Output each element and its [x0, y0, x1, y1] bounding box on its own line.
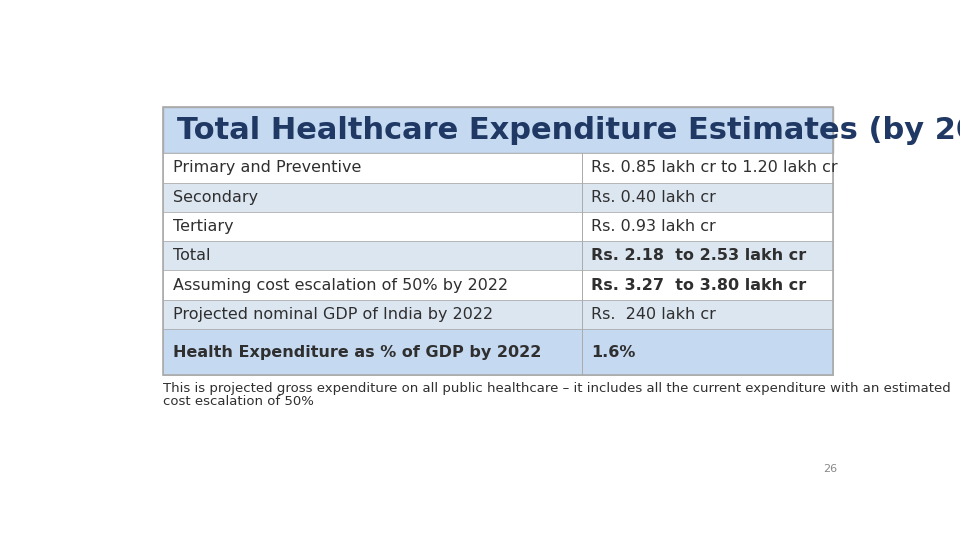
Bar	[162, 107, 833, 153]
Text: Rs. 0.40 lakh cr: Rs. 0.40 lakh cr	[591, 190, 716, 205]
Text: Rs. 0.93 lakh cr: Rs. 0.93 lakh cr	[591, 219, 715, 234]
Bar	[162, 329, 833, 375]
Bar	[162, 153, 833, 183]
Text: Secondary: Secondary	[174, 190, 258, 205]
Bar	[162, 183, 833, 212]
Text: Tertiary: Tertiary	[174, 219, 234, 234]
Text: Rs. 3.27  to 3.80 lakh cr: Rs. 3.27 to 3.80 lakh cr	[591, 278, 806, 293]
Text: 26: 26	[823, 464, 837, 474]
Text: cost escalation of 50%: cost escalation of 50%	[162, 395, 314, 408]
Text: This is projected gross expenditure on all public healthcare – it includes all t: This is projected gross expenditure on a…	[162, 382, 950, 395]
Bar	[162, 212, 833, 241]
Text: Rs.  240 lakh cr: Rs. 240 lakh cr	[591, 307, 716, 322]
Bar	[162, 241, 833, 271]
Bar	[162, 271, 833, 300]
Text: Rs. 2.18  to 2.53 lakh cr: Rs. 2.18 to 2.53 lakh cr	[591, 248, 806, 264]
Text: Total Healthcare Expenditure Estimates (by 2022): Total Healthcare Expenditure Estimates (…	[177, 116, 960, 145]
Bar	[162, 300, 833, 329]
Text: Assuming cost escalation of 50% by 2022: Assuming cost escalation of 50% by 2022	[174, 278, 509, 293]
Text: Total: Total	[174, 248, 211, 264]
Text: Rs. 0.85 lakh cr to 1.20 lakh cr: Rs. 0.85 lakh cr to 1.20 lakh cr	[591, 160, 837, 176]
Text: Projected nominal GDP of India by 2022: Projected nominal GDP of India by 2022	[174, 307, 493, 322]
Text: 1.6%: 1.6%	[591, 345, 636, 360]
Text: Health Expenditure as % of GDP by 2022: Health Expenditure as % of GDP by 2022	[174, 345, 541, 360]
Text: Primary and Preventive: Primary and Preventive	[174, 160, 362, 176]
Bar	[162, 107, 833, 375]
